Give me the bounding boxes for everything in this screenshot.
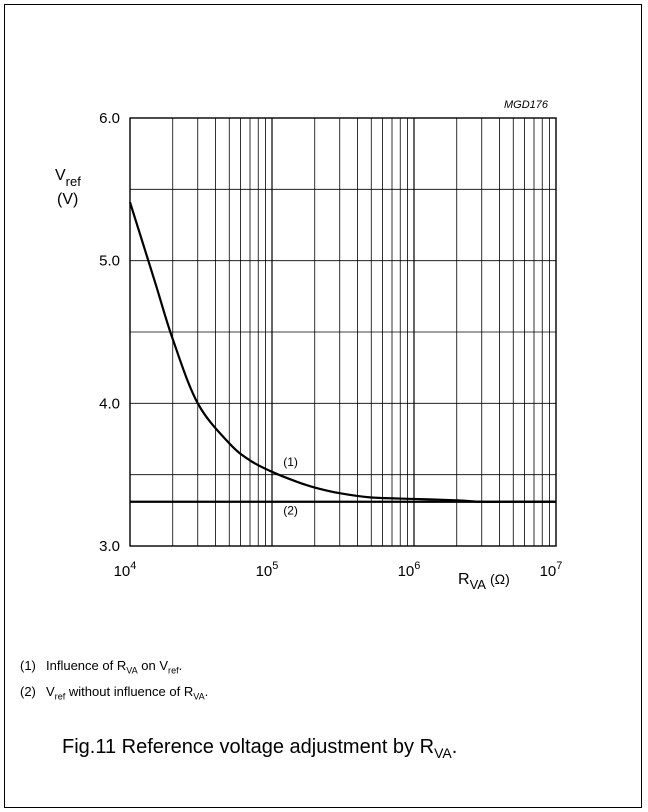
x-tick-base: 10 — [540, 563, 557, 580]
figure-id-label: MGD176 — [504, 99, 549, 111]
note-1-number: (1) — [20, 658, 36, 673]
x-tick-exponent: 4 — [130, 560, 136, 572]
note-2: (2) Vref without influence of RVA. — [20, 684, 208, 702]
note-1-text-b: on V — [137, 658, 169, 673]
x-tick-base: 10 — [398, 563, 415, 580]
y-tick-label: 3.0 — [99, 538, 120, 555]
x-tick-label: 106 — [398, 560, 421, 580]
x-tick-label: 104 — [114, 560, 137, 580]
note-1-sub-a: VA — [126, 665, 138, 676]
figure-frame — [4, 4, 642, 808]
x-axis-label-unit: (Ω) — [490, 571, 510, 587]
series-label-1: (1) — [283, 455, 298, 469]
chart-curves — [128, 201, 556, 503]
x-tick-label: 105 — [256, 560, 279, 580]
note-2-text-c: . — [204, 684, 209, 699]
plot-frame — [129, 117, 557, 547]
x-tick-exponent: 6 — [414, 560, 420, 572]
x-tick-exponent: 5 — [272, 560, 278, 572]
note-2-sub-b: VA — [193, 691, 205, 702]
y-axis-label-sub: ref — [66, 174, 82, 189]
note-2-text-b: without influence of R — [65, 684, 194, 699]
note-1-sub-b: ref — [168, 665, 179, 676]
x-tick-base: 10 — [114, 563, 131, 580]
series-line-1 — [128, 201, 556, 503]
x-axis-label-main: R — [458, 571, 470, 588]
note-2-number: (2) — [20, 684, 36, 699]
note-1: (1) Influence of RVA on Vref. — [20, 658, 182, 676]
note-1-text-a: Influence of R — [46, 658, 127, 673]
y-axis-unit: (V) — [57, 191, 78, 208]
x-axis-label-sub: VA — [470, 577, 487, 592]
x-tick-base: 10 — [256, 563, 273, 580]
caption-end: . — [451, 736, 458, 758]
y-tick-label: 4.0 — [99, 395, 120, 412]
note-2-sub-a: ref — [54, 691, 66, 702]
y-tick-label: 5.0 — [99, 253, 120, 270]
series-label-2: (2) — [283, 504, 298, 518]
x-axis-label: RVA (Ω) — [458, 571, 510, 592]
chart-grid — [129, 117, 557, 547]
note-2-text-a: V — [46, 684, 55, 699]
note-1-text-c: . — [178, 658, 183, 673]
y-axis-label: Vref — [55, 167, 81, 189]
y-axis-label-main: V — [55, 167, 66, 184]
caption-text: Fig.11 Reference voltage adjustment by R — [62, 736, 435, 758]
x-tick-exponent: 7 — [556, 560, 562, 572]
figure-caption: Fig.11 Reference voltage adjustment by R… — [62, 736, 457, 761]
x-tick-label: 107 — [540, 560, 563, 580]
caption-sub: VA — [434, 745, 452, 761]
y-tick-label: 6.0 — [99, 110, 120, 127]
